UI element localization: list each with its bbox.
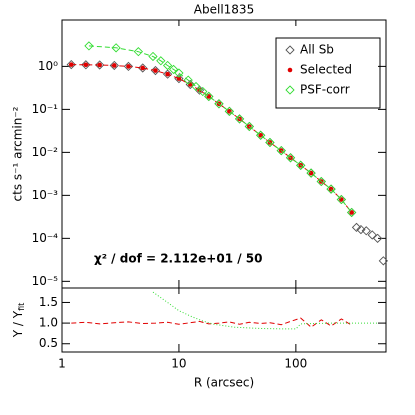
y-axis-label: cts s⁻¹ arcmin⁻²	[11, 106, 25, 201]
point	[95, 60, 105, 70]
x-tick-label: 10	[171, 357, 186, 371]
legend-marker	[285, 45, 295, 55]
y-tick-label: 10⁻³	[32, 188, 59, 202]
point	[183, 75, 193, 85]
point	[126, 64, 131, 69]
point	[326, 184, 336, 194]
point	[244, 121, 254, 132]
point	[197, 87, 202, 93]
y-tick-label: 1.5	[39, 295, 58, 309]
x-tick-label: 100	[284, 357, 307, 371]
point	[168, 64, 179, 75]
point	[174, 68, 184, 78]
residual-y-label: Y / Yfit	[11, 303, 26, 339]
point	[347, 207, 357, 218]
point	[316, 176, 326, 187]
point	[361, 226, 371, 236]
point	[84, 41, 94, 51]
point	[176, 76, 182, 81]
point	[234, 114, 245, 124]
point	[111, 43, 121, 53]
point	[276, 145, 286, 156]
point	[285, 153, 296, 163]
y-tick-label: 10⁻⁵	[32, 274, 59, 288]
point	[256, 130, 266, 140]
y-tick-label: 0.5	[39, 336, 58, 350]
legend-marker	[285, 85, 295, 95]
point	[204, 91, 214, 102]
legend-label: PSF-corr	[300, 83, 350, 97]
point	[162, 69, 173, 79]
annotation: χ² / dof = 2.112e+01 / 50	[94, 252, 263, 266]
point	[133, 47, 144, 57]
point	[165, 71, 170, 77]
y-tick-label: 10⁻¹	[32, 102, 59, 116]
point	[123, 61, 134, 72]
point	[265, 137, 275, 148]
legend-label: Selected	[300, 63, 352, 77]
residual-frame	[61, 287, 387, 353]
series-line	[71, 317, 352, 328]
point	[296, 160, 306, 170]
point	[349, 210, 354, 215]
y-tick-label: 10⁻⁴	[32, 231, 59, 245]
residual-y-label-sub: fit	[17, 303, 26, 311]
y-tick-label: 10⁰	[38, 59, 58, 73]
point	[140, 65, 146, 71]
point	[306, 168, 316, 178]
point	[162, 60, 173, 71]
point	[81, 60, 91, 70]
legend-marker	[287, 67, 293, 73]
point	[83, 62, 89, 68]
y-tick-label: 10⁻²	[32, 145, 59, 159]
point	[356, 224, 366, 235]
point	[367, 230, 377, 240]
point	[138, 63, 148, 73]
series-line	[88, 45, 353, 213]
x-axis-label: R (arcsec)	[194, 376, 254, 390]
point	[66, 59, 76, 70]
point	[336, 194, 347, 205]
point	[214, 99, 224, 109]
y-tick-label: 1.0	[39, 316, 58, 330]
point	[351, 222, 362, 233]
chart-title: Abell1835	[194, 3, 254, 17]
point	[97, 62, 102, 68]
point	[148, 51, 158, 62]
point	[153, 68, 158, 73]
point	[224, 106, 235, 116]
point	[150, 65, 161, 76]
point	[111, 63, 117, 68]
residual-y-label-main: Y / Y	[11, 310, 25, 338]
x-tick-label: 1	[58, 357, 66, 371]
point	[378, 256, 388, 266]
point	[191, 81, 201, 92]
point	[156, 56, 166, 66]
legend-label: All Sb	[300, 43, 334, 57]
point	[372, 233, 383, 243]
point	[198, 86, 208, 97]
point	[109, 60, 119, 71]
point	[68, 62, 74, 67]
